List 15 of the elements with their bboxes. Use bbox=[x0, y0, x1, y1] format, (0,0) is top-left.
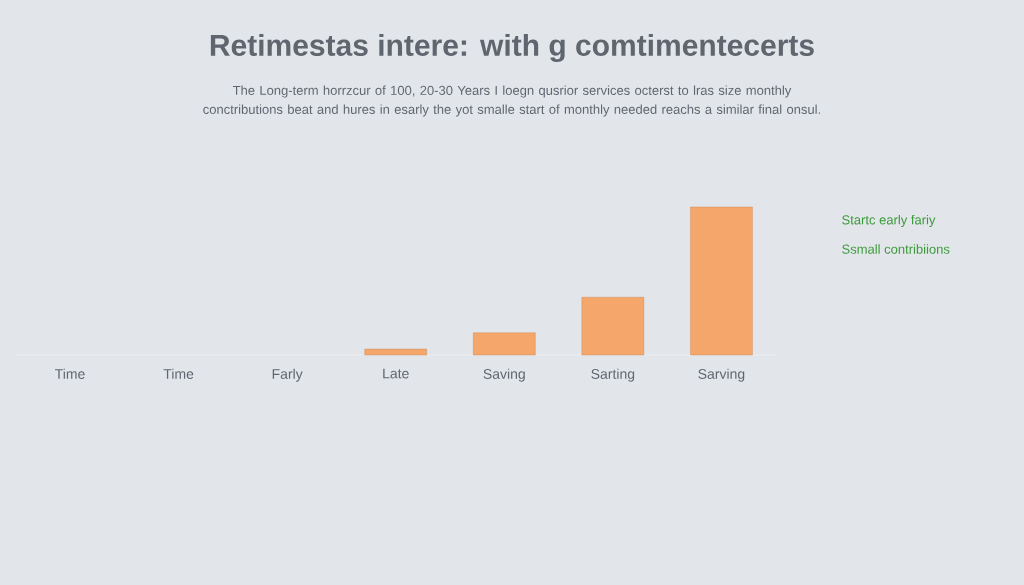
x-tick-label: Time bbox=[163, 368, 194, 379]
bar bbox=[581, 297, 645, 356]
x-tick-label: Late bbox=[383, 368, 409, 379]
x-tick-label: Sarving bbox=[698, 368, 745, 382]
text: Startc early fariy bbox=[842, 214, 936, 228]
x-tick-label: Saving bbox=[483, 368, 525, 382]
bar bbox=[364, 348, 427, 356]
x-tick-label: Time bbox=[55, 368, 85, 379]
chart-title: Retimestas intere: with g comtimentecerts bbox=[210, 33, 814, 63]
chart-subtitle: The Long-term horrzcur of 100, 20-30 Years I loegn qusrior services octerst to lras size monthly conctributions beat and hures in esarly the yot smalle start of monthly needed reachs a similar final onsul. bbox=[203, 85, 820, 117]
bar bbox=[690, 206, 753, 356]
x-tick-label: Sarting bbox=[591, 368, 635, 382]
x-tick-label: Farly bbox=[272, 368, 303, 382]
text: Ssmall contribiions bbox=[842, 244, 950, 254]
bar bbox=[473, 332, 536, 356]
